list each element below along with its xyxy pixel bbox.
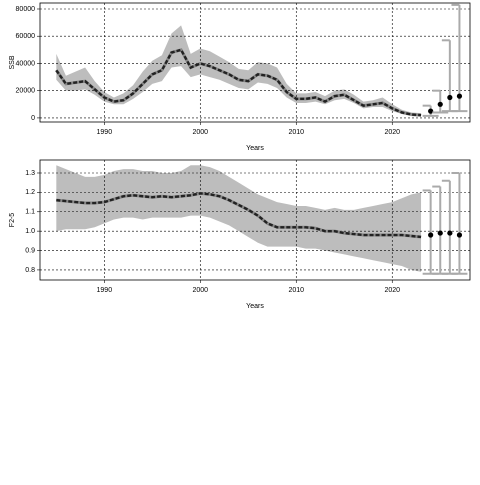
confidence-band — [56, 165, 422, 272]
y-tick-label: 1.1 — [25, 209, 35, 216]
y-tick-label: 1.0 — [25, 228, 35, 235]
y-axis-label: F2-5 — [9, 213, 16, 228]
y-tick-label: 0.9 — [25, 247, 35, 254]
y-tick-label: 20000 — [16, 88, 36, 95]
plot-frame — [39, 2, 471, 123]
line — [56, 192, 422, 239]
x-tick-label: 2000 — [193, 287, 209, 294]
x-tick-label: 2020 — [384, 287, 400, 294]
point — [456, 93, 463, 99]
point — [456, 232, 463, 238]
confidence-band — [56, 25, 422, 116]
y-tick-label: 60000 — [16, 33, 36, 40]
x-tick-label: 1990 — [97, 129, 113, 136]
y-axis-label: SSB — [9, 55, 16, 69]
point — [447, 230, 453, 236]
line — [55, 48, 422, 117]
y-tick-label: 1.3 — [25, 170, 35, 177]
point — [428, 232, 434, 238]
y-tick-label: 0.8 — [25, 267, 35, 274]
plot-frame — [39, 159, 471, 281]
point — [437, 101, 443, 107]
point — [437, 230, 443, 236]
x-tick-label: 1990 — [97, 287, 113, 294]
x-tick-label: 2010 — [288, 129, 304, 136]
x-tick-label: 2000 — [193, 129, 209, 136]
x-axis-label: Years — [246, 145, 264, 152]
x-tick-label: 2010 — [288, 287, 304, 294]
x-axis-label: Years — [246, 303, 264, 310]
y-tick-label: 1.2 — [25, 189, 35, 196]
y-tick-label: 80000 — [16, 6, 36, 13]
x-tick-label: 2020 — [384, 129, 400, 136]
point — [447, 94, 453, 101]
y-tick-label: 0 — [31, 115, 35, 122]
point — [428, 108, 434, 114]
y-tick-label: 40000 — [16, 60, 36, 67]
